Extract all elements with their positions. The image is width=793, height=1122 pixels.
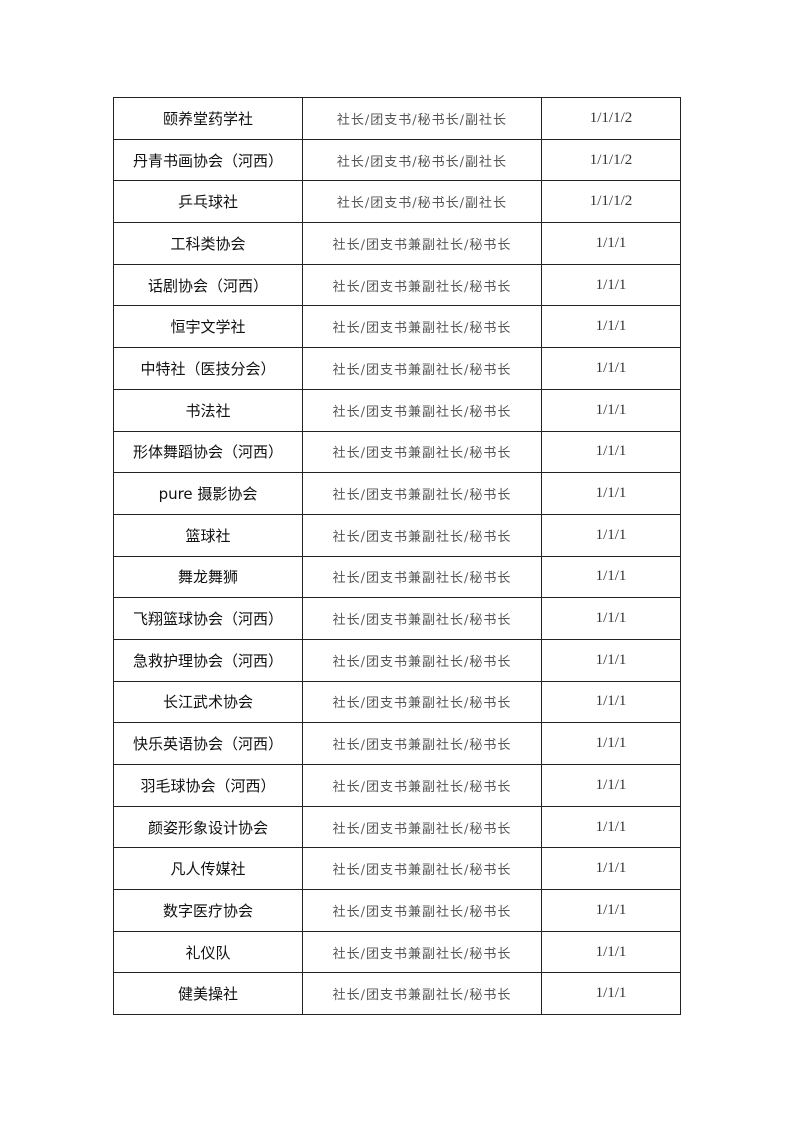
table-row: pure 摄影协会 社长/团支书兼副社长/秘书长 1/1/1 [113,472,681,515]
count-cell: 1/1/1 [541,680,681,724]
count-cell: 1/1/1 [541,597,681,640]
club-name-cell: 羽毛球协会（河西） [113,764,303,807]
club-name-cell: 工科类协会 [113,222,303,265]
positions-cell: 社长/团支书/秘书长/副社长 [302,97,542,140]
club-name-cell: 书法社 [113,388,303,432]
count-cell: 1/1/1 [541,347,681,390]
club-name-cell: 丹青书画协会（河西） [113,138,303,182]
table-row: 羽毛球协会（河西） 社长/团支书兼副社长/秘书长 1/1/1 [113,764,681,807]
club-name-cell: 恒宇文学社 [113,305,303,349]
table-row: 丹青书画协会（河西） 社长/团支书/秘书长/副社长 1/1/1/2 [113,138,681,182]
table-row: 礼仪队 社长/团支书兼副社长/秘书长 1/1/1 [113,930,681,974]
positions-cell: 社长/团支书兼副社长/秘书长 [302,388,542,432]
club-name-cell: 飞翔篮球协会（河西） [113,597,303,640]
club-name-cell: 颜姿形象设计协会 [113,805,303,849]
positions-cell: 社长/团支书兼副社长/秘书长 [302,638,542,682]
count-cell: 1/1/1 [541,388,681,432]
club-name-cell: 篮球社 [113,513,303,557]
club-name-cell: 快乐英语协会（河西） [113,722,303,765]
positions-cell: 社长/团支书兼副社长/秘书长 [302,472,542,515]
positions-cell: 社长/团支书兼副社长/秘书长 [302,347,542,390]
table-row: 舞龙舞狮 社长/团支书兼副社长/秘书长 1/1/1 [113,555,681,599]
table-row: 快乐英语协会（河西） 社长/团支书兼副社长/秘书长 1/1/1 [113,722,681,765]
club-name-cell: 形体舞蹈协会（河西） [113,430,303,474]
positions-cell: 社长/团支书兼副社长/秘书长 [302,972,542,1016]
positions-cell: 社长/团支书/秘书长/副社长 [302,138,542,182]
table-row: 数字医疗协会 社长/团支书兼副社长/秘书长 1/1/1 [113,889,681,932]
count-cell: 1/1/1 [541,430,681,474]
club-name-cell: 礼仪队 [113,930,303,974]
count-cell: 1/1/1/2 [541,180,681,224]
table-row: 颜姿形象设计协会 社长/团支书兼副社长/秘书长 1/1/1 [113,805,681,849]
club-name-cell: 舞龙舞狮 [113,555,303,599]
table-row: 飞翔篮球协会（河西） 社长/团支书兼副社长/秘书长 1/1/1 [113,597,681,640]
positions-cell: 社长/团支书兼副社长/秘书长 [302,305,542,349]
positions-cell: 社长/团支书兼副社长/秘书长 [302,805,542,849]
positions-cell: 社长/团支书兼副社长/秘书长 [302,764,542,807]
count-cell: 1/1/1 [541,513,681,557]
club-name-cell: 中特社（医技分会） [113,347,303,390]
table-row: 恒宇文学社 社长/团支书兼副社长/秘书长 1/1/1 [113,305,681,349]
club-name-cell: 数字医疗协会 [113,889,303,932]
positions-cell: 社长/团支书兼副社长/秘书长 [302,555,542,599]
count-cell: 1/1/1 [541,805,681,849]
positions-cell: 社长/团支书兼副社长/秘书长 [302,930,542,974]
club-name-cell: 健美操社 [113,972,303,1016]
table-row: 话剧协会（河西） 社长/团支书兼副社长/秘书长 1/1/1 [113,263,681,307]
positions-cell: 社长/团支书兼副社长/秘书长 [302,680,542,724]
count-cell: 1/1/1 [541,764,681,807]
table-row: 书法社 社长/团支书兼副社长/秘书长 1/1/1 [113,388,681,432]
table-row: 篮球社 社长/团支书兼副社长/秘书长 1/1/1 [113,513,681,557]
positions-cell: 社长/团支书兼副社长/秘书长 [302,222,542,265]
club-name-cell: 颐养堂药学社 [113,97,303,140]
club-positions-table: 颐养堂药学社 社长/团支书/秘书长/副社长 1/1/1/2 丹青书画协会（河西） 社长/… [113,97,681,1016]
club-name-cell: 话剧协会（河西） [113,263,303,307]
count-cell: 1/1/1 [541,638,681,682]
count-cell: 1/1/1 [541,263,681,307]
count-cell: 1/1/1 [541,889,681,932]
club-name-cell: 长江武术协会 [113,680,303,724]
club-name-cell: pure 摄影协会 [113,472,303,515]
count-cell: 1/1/1 [541,305,681,349]
count-cell: 1/1/1 [541,555,681,599]
count-cell: 1/1/1/2 [541,138,681,182]
club-name-cell: 凡人传媒社 [113,847,303,891]
count-cell: 1/1/1 [541,222,681,265]
positions-cell: 社长/团支书兼副社长/秘书长 [302,722,542,765]
positions-cell: 社长/团支书兼副社长/秘书长 [302,430,542,474]
positions-cell: 社长/团支书兼副社长/秘书长 [302,889,542,932]
table-row: 凡人传媒社 社长/团支书兼副社长/秘书长 1/1/1 [113,847,681,891]
count-cell: 1/1/1 [541,930,681,974]
count-cell: 1/1/1 [541,722,681,765]
positions-cell: 社长/团支书兼副社长/秘书长 [302,263,542,307]
table-row: 急救护理协会（河西） 社长/团支书兼副社长/秘书长 1/1/1 [113,638,681,682]
count-cell: 1/1/1/2 [541,97,681,140]
table-row: 健美操社 社长/团支书兼副社长/秘书长 1/1/1 [113,972,681,1016]
table-row: 乒乓球社 社长/团支书/秘书长/副社长 1/1/1/2 [113,180,681,224]
table-row: 中特社（医技分会） 社长/团支书兼副社长/秘书长 1/1/1 [113,347,681,390]
count-cell: 1/1/1 [541,472,681,515]
club-name-cell: 乒乓球社 [113,180,303,224]
table-row: 颐养堂药学社 社长/团支书/秘书长/副社长 1/1/1/2 [113,97,681,140]
positions-cell: 社长/团支书兼副社长/秘书长 [302,597,542,640]
positions-cell: 社长/团支书兼副社长/秘书长 [302,847,542,891]
count-cell: 1/1/1 [541,847,681,891]
table-row: 工科类协会 社长/团支书兼副社长/秘书长 1/1/1 [113,222,681,265]
table-row: 形体舞蹈协会（河西） 社长/团支书兼副社长/秘书长 1/1/1 [113,430,681,474]
count-cell: 1/1/1 [541,972,681,1016]
positions-cell: 社长/团支书兼副社长/秘书长 [302,513,542,557]
table-row: 长江武术协会 社长/团支书兼副社长/秘书长 1/1/1 [113,680,681,724]
club-name-cell: 急救护理协会（河西） [113,638,303,682]
positions-cell: 社长/团支书/秘书长/副社长 [302,180,542,224]
